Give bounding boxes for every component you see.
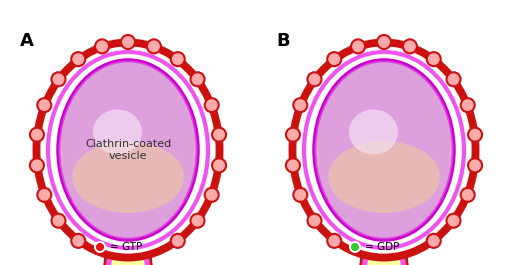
Circle shape xyxy=(71,52,86,66)
Circle shape xyxy=(403,39,417,53)
Ellipse shape xyxy=(93,109,142,154)
Circle shape xyxy=(327,234,342,248)
Ellipse shape xyxy=(349,109,398,154)
Polygon shape xyxy=(100,238,109,265)
Circle shape xyxy=(377,35,391,49)
Circle shape xyxy=(461,188,475,202)
Polygon shape xyxy=(103,238,114,265)
Circle shape xyxy=(30,158,44,172)
Text: Clathrin-coated
vesicle: Clathrin-coated vesicle xyxy=(85,139,171,161)
Circle shape xyxy=(147,39,161,53)
Text: Dynamin: Dynamin xyxy=(0,264,1,265)
Circle shape xyxy=(308,72,322,86)
Circle shape xyxy=(205,188,219,202)
Ellipse shape xyxy=(58,60,198,240)
Circle shape xyxy=(446,72,460,86)
Circle shape xyxy=(286,158,300,172)
Circle shape xyxy=(461,98,475,112)
Polygon shape xyxy=(398,238,409,265)
Circle shape xyxy=(350,242,360,252)
Ellipse shape xyxy=(328,141,440,213)
Polygon shape xyxy=(147,238,156,265)
Circle shape xyxy=(286,128,300,142)
Circle shape xyxy=(95,39,109,53)
Text: = GTP: = GTP xyxy=(110,242,142,252)
Circle shape xyxy=(190,72,204,86)
Circle shape xyxy=(205,98,219,112)
Polygon shape xyxy=(356,238,365,265)
Circle shape xyxy=(351,39,365,53)
Circle shape xyxy=(37,98,51,112)
Circle shape xyxy=(212,128,226,142)
Ellipse shape xyxy=(58,60,198,240)
Circle shape xyxy=(293,98,307,112)
Circle shape xyxy=(327,52,342,66)
Circle shape xyxy=(170,52,185,66)
Text: A: A xyxy=(20,32,34,50)
Ellipse shape xyxy=(33,39,223,261)
Circle shape xyxy=(426,52,441,66)
Ellipse shape xyxy=(314,60,454,240)
Circle shape xyxy=(468,128,482,142)
Ellipse shape xyxy=(39,45,217,255)
Polygon shape xyxy=(403,238,412,265)
Circle shape xyxy=(170,234,185,248)
Circle shape xyxy=(30,128,44,142)
Polygon shape xyxy=(365,238,403,265)
Polygon shape xyxy=(142,238,153,265)
Ellipse shape xyxy=(289,39,479,261)
Ellipse shape xyxy=(314,60,454,240)
Polygon shape xyxy=(109,238,147,265)
Circle shape xyxy=(308,214,322,228)
Ellipse shape xyxy=(72,141,184,213)
Text: = GDP: = GDP xyxy=(365,242,399,252)
Polygon shape xyxy=(359,238,370,265)
Circle shape xyxy=(95,242,105,252)
Circle shape xyxy=(121,35,135,49)
Circle shape xyxy=(52,214,66,228)
Ellipse shape xyxy=(295,45,473,255)
Circle shape xyxy=(446,214,460,228)
Text: B: B xyxy=(276,32,290,50)
Circle shape xyxy=(426,234,441,248)
Circle shape xyxy=(468,158,482,172)
Circle shape xyxy=(71,234,86,248)
Circle shape xyxy=(52,72,66,86)
Circle shape xyxy=(293,188,307,202)
Circle shape xyxy=(190,214,204,228)
Circle shape xyxy=(212,158,226,172)
Circle shape xyxy=(37,188,51,202)
